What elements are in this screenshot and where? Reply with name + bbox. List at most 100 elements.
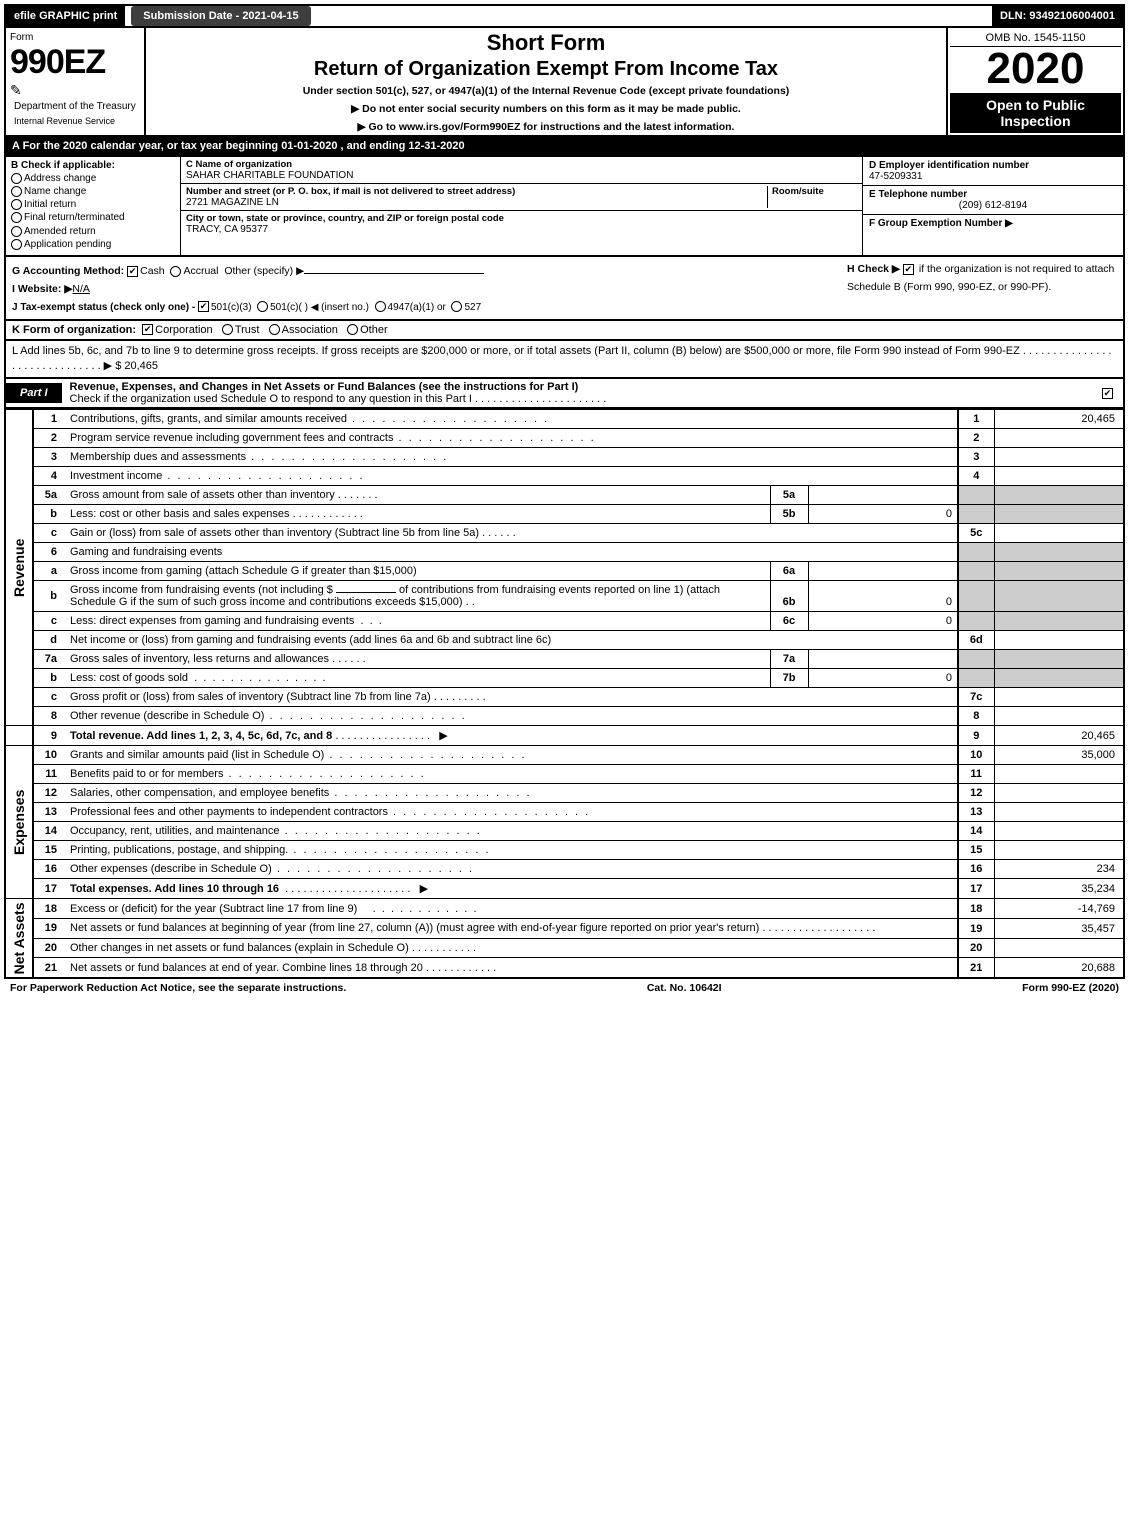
check-corporation[interactable] [142, 324, 153, 335]
header-mid: Short Form Return of Organization Exempt… [146, 28, 948, 135]
ein-value: 47-5209331 [869, 171, 922, 182]
box-b: B Check if applicable: Address change Na… [6, 157, 181, 255]
line-7a-desc: Gross sales of inventory, less returns a… [65, 650, 770, 669]
row-j: J Tax-exempt status (check only one) - 5… [12, 299, 1117, 316]
net-assets-tab: Net Assets [5, 899, 33, 978]
line-4-desc: Investment income [65, 467, 958, 486]
row-k: K Form of organization: Corporation Trus… [4, 321, 1125, 341]
cb-name-change[interactable]: Name change [11, 186, 175, 197]
goto-link[interactable]: ▶ Go to www.irs.gov/Form990EZ for instru… [152, 121, 940, 133]
line-6b-desc: Gross income from fundraising events (no… [65, 581, 770, 612]
cb-application-pending[interactable]: Application pending [11, 239, 175, 250]
cat-no: Cat. No. 10642I [346, 982, 1022, 994]
line-5b-val: 0 [808, 505, 958, 524]
box-b-title: B Check if applicable: [11, 160, 175, 171]
line-18-desc: Excess or (deficit) for the year (Subtra… [65, 899, 958, 919]
check-cash[interactable] [127, 266, 138, 277]
efile-label[interactable]: efile GRAPHIC print [6, 6, 125, 26]
header-left: Form 990EZ ✎ Department of the Treasury … [6, 28, 146, 135]
box-defg: D Employer identification number 47-5209… [863, 157, 1123, 255]
line-1-desc: Contributions, gifts, grants, and simila… [65, 410, 958, 429]
org-name-label: C Name of organization [186, 159, 292, 170]
line-9-amt: 20,465 [994, 726, 1124, 746]
info-block: B Check if applicable: Address change Na… [4, 157, 1125, 257]
form-number: 990EZ [10, 43, 140, 82]
gross-receipts-amount: $ 20,465 [115, 360, 158, 372]
other-specify-input[interactable] [304, 260, 484, 274]
part1-label: Part I [6, 383, 62, 403]
line-9-desc: Total revenue. Add lines 1, 2, 3, 4, 5c,… [65, 726, 958, 746]
page-footer: For Paperwork Reduction Act Notice, see … [4, 979, 1125, 997]
check-527[interactable] [451, 301, 462, 312]
form-word: Form [10, 32, 140, 43]
line-7b-desc: Less: cost of goods sold . . . . . . . .… [65, 669, 770, 688]
box-c: C Name of organization SAHAR CHARITABLE … [181, 157, 863, 255]
phone-label: E Telephone number [869, 189, 967, 200]
phone-value: (209) 612-8194 [869, 200, 1117, 211]
line-20-desc: Other changes in net assets or fund bala… [65, 938, 958, 958]
expenses-tab: Expenses [5, 746, 33, 899]
part1-header: Part I Revenue, Expenses, and Changes in… [4, 379, 1125, 409]
line-1-num: 1 [33, 410, 65, 429]
line-2-num: 2 [33, 429, 65, 448]
submission-date-button[interactable]: Submission Date - 2021-04-15 [131, 6, 310, 26]
check-accrual[interactable] [170, 266, 181, 277]
check-trust[interactable] [222, 324, 233, 335]
city-label: City or town, state or province, country… [186, 213, 504, 224]
title-short-form: Short Form [152, 30, 940, 56]
dln-label: DLN: 93492106004001 [992, 6, 1123, 26]
line-2-desc: Program service revenue including govern… [65, 429, 958, 448]
check-501c[interactable] [257, 301, 268, 312]
revenue-tab: Revenue [5, 410, 33, 726]
line-6a-desc: Gross income from gaming (attach Schedul… [65, 562, 770, 581]
cb-amended-return[interactable]: Amended return [11, 226, 175, 237]
line-5b-desc: Less: cost or other basis and sales expe… [65, 505, 770, 524]
line-16-desc: Other expenses (describe in Schedule O) [65, 860, 958, 879]
cb-address-change[interactable]: Address change [11, 173, 175, 184]
line-10-desc: Grants and similar amounts paid (list in… [65, 746, 958, 765]
part1-check-schedule-o[interactable] [1102, 387, 1123, 399]
ein-label: D Employer identification number [869, 160, 1029, 171]
check-other-org[interactable] [347, 324, 358, 335]
row-l: L Add lines 5b, 6c, and 7b to line 9 to … [4, 341, 1125, 380]
addr-label: Number and street (or P. O. box, if mail… [186, 186, 515, 197]
check-501c3[interactable] [198, 301, 209, 312]
check-h[interactable] [903, 264, 914, 275]
line-15-desc: Printing, publications, postage, and shi… [65, 841, 958, 860]
box-h: H Check ▶ if the organization is not req… [847, 261, 1117, 297]
line-18-amt: -14,769 [994, 899, 1124, 919]
line-13-desc: Professional fees and other payments to … [65, 803, 958, 822]
title-return: Return of Organization Exempt From Incom… [152, 58, 940, 81]
room-label: Room/suite [772, 186, 824, 197]
city-state-zip: TRACY, CA 95377 [186, 224, 268, 235]
line-1-ref: 1 [958, 410, 994, 429]
ghij-block: H Check ▶ if the organization is not req… [4, 257, 1125, 321]
line-6-desc: Gaming and fundraising events [65, 543, 958, 562]
period-row: A For the 2020 calendar year, or tax yea… [4, 137, 1125, 157]
paperwork-notice: For Paperwork Reduction Act Notice, see … [10, 982, 346, 994]
line-17-amt: 35,234 [994, 879, 1124, 899]
department-label: Department of the Treasury [10, 99, 140, 114]
line-3-desc: Membership dues and assessments [65, 448, 958, 467]
lines-table: Revenue 1 Contributions, gifts, grants, … [4, 409, 1125, 979]
check-4947[interactable] [375, 301, 386, 312]
line-21-amt: 20,688 [994, 958, 1124, 978]
line-8-desc: Other revenue (describe in Schedule O) [65, 707, 958, 726]
warn-ssn: ▶ Do not enter social security numbers o… [152, 103, 940, 115]
line-7c-desc: Gross profit or (loss) from sales of inv… [65, 688, 958, 707]
form-no-footer: Form 990-EZ (2020) [1022, 982, 1119, 994]
part1-title: Revenue, Expenses, and Changes in Net As… [62, 379, 615, 407]
header-right: OMB No. 1545-1150 2020 Open to Public In… [948, 28, 1123, 135]
check-association[interactable] [269, 324, 280, 335]
tax-year: 2020 [950, 47, 1121, 91]
line-21-desc: Net assets or fund balances at end of ye… [65, 958, 958, 978]
line-14-desc: Occupancy, rent, utilities, and maintena… [65, 822, 958, 841]
line-19-desc: Net assets or fund balances at beginning… [65, 919, 958, 939]
line-1-amt: 20,465 [994, 410, 1124, 429]
cb-initial-return[interactable]: Initial return [11, 199, 175, 210]
irs-label: Internal Revenue Service [10, 114, 140, 128]
org-name: SAHAR CHARITABLE FOUNDATION [186, 170, 353, 181]
cb-final-return[interactable]: Final return/terminated [11, 212, 175, 223]
website-value[interactable]: N/A [72, 283, 90, 295]
line-6d-desc: Net income or (loss) from gaming and fun… [65, 631, 958, 650]
